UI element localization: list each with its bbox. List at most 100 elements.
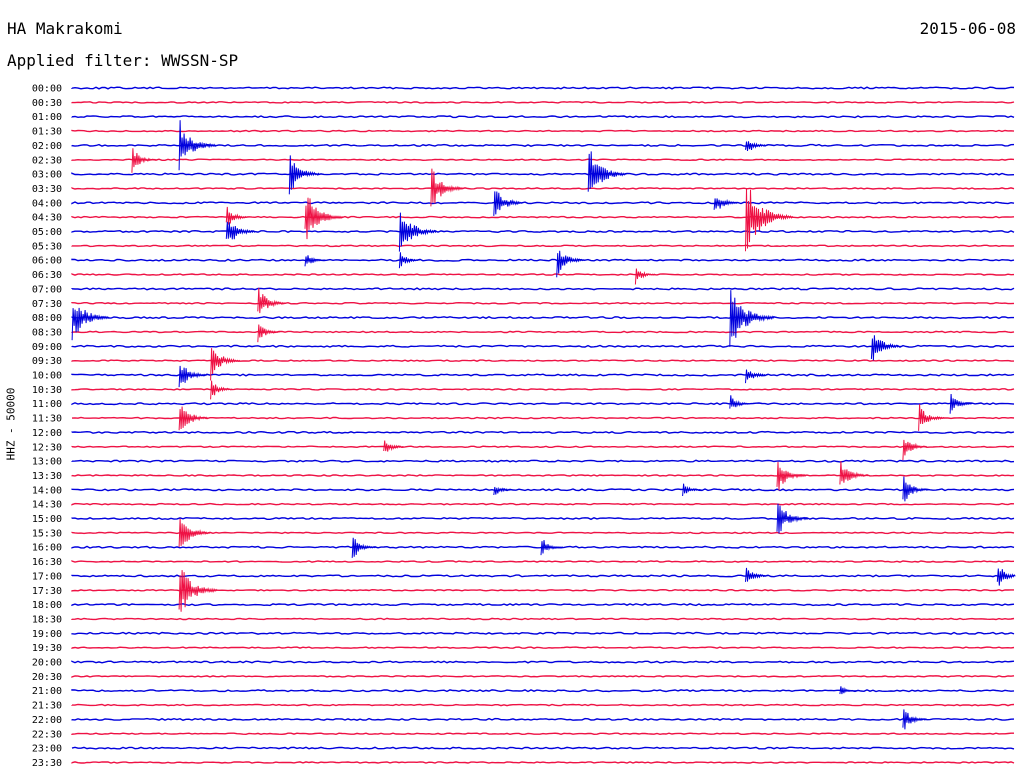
row-label: 11:00 (32, 399, 62, 410)
event-burst (257, 287, 287, 314)
trace-line (71, 158, 1015, 162)
event-burst (745, 369, 768, 384)
event-burst (304, 255, 326, 267)
row-label: 13:30 (32, 471, 62, 482)
row-label: 10:30 (32, 385, 62, 396)
event-burst (210, 380, 233, 400)
row-label: 09:00 (32, 342, 62, 353)
row-label: 20:00 (32, 658, 62, 669)
trace-line (71, 703, 1015, 707)
event-burst (178, 406, 209, 431)
row-label: 10:00 (32, 371, 62, 382)
trace-line (71, 660, 1015, 664)
row-traces (71, 86, 1015, 764)
trace-line (71, 746, 1015, 750)
row-label: 08:00 (32, 313, 62, 324)
trace-line (71, 675, 1015, 678)
event-burst (430, 168, 465, 207)
event-burst (713, 198, 739, 210)
trace-line (71, 115, 1015, 119)
row-label: 19:00 (32, 629, 62, 640)
event-burst (634, 268, 656, 285)
trace-line (71, 316, 1014, 320)
row-label: 06:30 (32, 270, 62, 281)
trace-line (71, 502, 1015, 506)
station-title: HA Makrakomi (7, 19, 123, 38)
trace-line (71, 416, 1015, 420)
event-burst (839, 686, 857, 695)
row-label: 12:00 (32, 428, 62, 439)
trace-line (71, 143, 1015, 147)
row-label: 05:30 (32, 241, 62, 252)
event-burst (383, 440, 404, 452)
trace-line (71, 646, 1015, 649)
trace-line (71, 359, 1015, 362)
filter-label: Applied filter: WWSSN-SP (7, 51, 239, 70)
row-label: 04:30 (32, 213, 62, 224)
event-burst (729, 395, 750, 409)
event-burst (493, 486, 513, 496)
trace-line (71, 617, 1015, 621)
row-label: 21:30 (32, 701, 62, 712)
row-label: 18:30 (32, 614, 62, 625)
trace-line (71, 574, 1015, 578)
trace-line (71, 445, 1015, 449)
row-label: 23:00 (32, 744, 62, 755)
row-label: 04:00 (32, 198, 62, 209)
event-marks (71, 120, 1016, 730)
row-label: 19:30 (32, 643, 62, 654)
trace-line (71, 244, 1015, 248)
event-burst (493, 191, 524, 216)
row-label: 03:00 (32, 170, 62, 181)
event-burst (682, 483, 702, 497)
row-label: 00:00 (32, 84, 62, 95)
trace-line (71, 474, 1015, 477)
row-label: 17:00 (32, 571, 62, 582)
event-burst (351, 537, 377, 558)
row-label: 21:00 (32, 686, 62, 697)
trace-line (71, 129, 1015, 133)
event-burst (902, 476, 930, 502)
trace-line (71, 373, 1015, 377)
event-burst (225, 206, 249, 225)
trace-line (71, 732, 1014, 736)
event-burst (398, 212, 437, 252)
trace-line (71, 86, 1015, 90)
row-label: 07:30 (32, 299, 62, 310)
event-burst (131, 148, 157, 173)
row-label: 20:30 (32, 672, 62, 683)
row-label: 03:30 (32, 184, 62, 195)
row-label: 09:30 (32, 356, 62, 367)
trace-line (71, 201, 1015, 205)
event-burst (745, 188, 793, 252)
event-burst (257, 324, 281, 343)
event-burst (918, 404, 945, 431)
trace-line (71, 717, 1015, 721)
trace-line (71, 388, 1015, 391)
row-label: 12:30 (32, 442, 62, 453)
row-label: 11:30 (32, 414, 62, 425)
trace-line (71, 229, 1015, 234)
trace-line (71, 258, 1015, 262)
row-label: 02:00 (32, 141, 62, 152)
row-label: 16:30 (32, 557, 62, 568)
trace-line (71, 560, 1015, 563)
date-label: 2015-06-08 (919, 19, 1016, 38)
event-burst (839, 461, 869, 485)
row-label: 06:00 (32, 256, 62, 267)
row-label: 15:00 (32, 514, 62, 525)
row-label: 05:00 (32, 227, 62, 238)
trace-line (71, 588, 1014, 592)
row-label: 01:30 (32, 127, 62, 138)
row-label: 15:30 (32, 528, 62, 539)
row-label: 23:30 (32, 758, 62, 769)
event-burst (540, 540, 564, 556)
trace-line (71, 301, 1015, 305)
event-burst (729, 290, 775, 347)
trace-line (71, 172, 1015, 176)
event-burst (398, 252, 420, 269)
trace-line (71, 459, 1015, 463)
trace-line (71, 187, 1015, 190)
row-label: 14:00 (32, 485, 62, 496)
